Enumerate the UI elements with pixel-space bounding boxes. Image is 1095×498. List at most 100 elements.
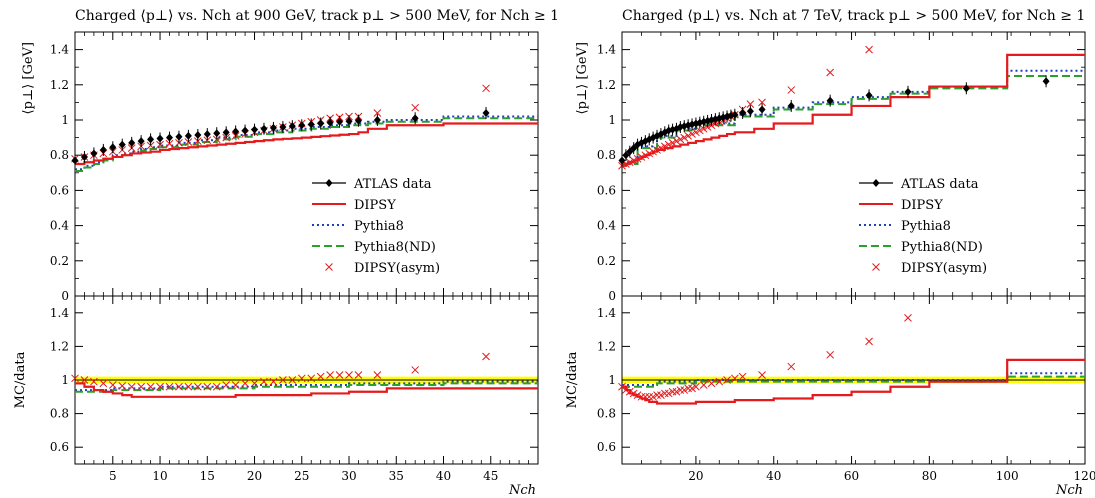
main-atlas-data-point (759, 105, 766, 113)
legend-label: Pythia8 (354, 219, 404, 234)
main-atlas-data-point (157, 134, 164, 142)
main-atlas-data-point (904, 88, 911, 96)
main-atlas-data-point (251, 126, 258, 134)
main-atlas-data-point (1043, 77, 1050, 85)
x-tick-label: 40 (766, 469, 781, 483)
legend-symbol (326, 264, 333, 271)
x-tick-label: 20 (247, 469, 262, 483)
y-tick-label: 0.4 (597, 219, 616, 233)
ratio-axis-label: MC/data (13, 351, 28, 408)
y-tick-label: 1 (61, 113, 69, 127)
x-tick-label: 80 (922, 469, 937, 483)
legend-label: Pythia8(ND) (901, 240, 983, 255)
ratio-y-tick-label: 1.4 (50, 306, 69, 320)
y-tick-label: 1.2 (50, 78, 69, 92)
y-tick-label: 0.4 (50, 219, 69, 233)
x-axis-label: Nch (1055, 483, 1083, 498)
legend-label: DIPSY(asym) (901, 261, 987, 276)
x-tick-label: 100 (996, 469, 1019, 483)
ratio-dipsy-asym-marker (119, 382, 126, 389)
y-axis-label: ⟨p⊥⟩ [GeV] (575, 42, 590, 114)
legend-label: DIPSY(asym) (354, 261, 440, 276)
legend-symbol (873, 179, 880, 187)
main-dipsy-asym-marker (827, 69, 834, 76)
main-pythia8-line (622, 71, 1085, 163)
ratio-dipsy-asym-marker (788, 363, 795, 370)
main-pythia8-nd-line (75, 118, 538, 171)
ratio-y-tick-label: 0.8 (50, 407, 69, 421)
y-tick-label: 1.4 (50, 43, 69, 57)
legend: ATLAS data DIPSY Pythia8 Pythia8(ND) DIPSY(a… (859, 177, 987, 276)
main-atlas-data-point (232, 127, 239, 135)
y-tick-label: 0.6 (50, 183, 69, 197)
main-atlas-data-point (213, 129, 220, 137)
y-tick-label: 1.4 (597, 43, 616, 57)
main-atlas-data-point (298, 121, 305, 129)
x-tick-label: 120 (1074, 469, 1095, 483)
chart-panel-1: Charged ⟨p⊥⟩ vs. Nch at 900 GeV, track p… (13, 8, 559, 498)
ratio-y-tick-label: 1 (608, 373, 616, 387)
main-atlas-data-point (147, 135, 154, 143)
y-tick-label: 1.2 (597, 78, 616, 92)
main-dipsy-asym-marker (412, 104, 419, 111)
ratio-dipsy-asym-marker (483, 353, 490, 360)
main-atlas-data-point (260, 125, 267, 133)
main-atlas-data-point (166, 134, 173, 142)
ratio-dipsy-asym-marker (827, 351, 834, 358)
main-pythia8-nd-line (622, 76, 1085, 164)
ratio-y-tick-label: 0.6 (50, 440, 69, 454)
legend-symbol (326, 179, 333, 187)
legend-label: Pythia8 (901, 219, 951, 234)
y-tick-label: 0.8 (597, 148, 616, 162)
y-tick-label: 1 (608, 113, 616, 127)
main-dipsy-asym-marker (788, 87, 795, 94)
main-atlas-data-point (90, 149, 97, 157)
main-atlas-data-point (204, 130, 211, 138)
ratio-y-tick-label: 1.2 (50, 339, 69, 353)
legend-label: DIPSY (901, 198, 943, 213)
x-tick-label: 15 (200, 469, 215, 483)
main-dipsy-asym-marker (866, 46, 873, 53)
y-axis-label: ⟨p⊥⟩ [GeV] (21, 42, 36, 114)
x-tick-label: 25 (294, 469, 309, 483)
x-tick-label: 20 (688, 469, 703, 483)
main-atlas-data-point (175, 133, 182, 141)
y-tick-label: 0.8 (50, 148, 69, 162)
ratio-dipsy-asym-marker (175, 383, 182, 390)
main-atlas-data-point (109, 143, 116, 151)
y-tick-label: 0 (608, 289, 616, 303)
ratio-y-tick-label: 1.4 (597, 306, 616, 320)
main-atlas-data-point (242, 127, 249, 135)
ratio-dipsy-asym-marker (128, 383, 135, 390)
y-tick-label: 0.2 (597, 254, 616, 268)
ratio-dipsy-asym-marker (866, 338, 873, 345)
legend-label: ATLAS data (900, 177, 979, 192)
ratio-axis-label: MC/data (565, 351, 580, 408)
main-dipsy-asym-marker (483, 85, 490, 92)
main-atlas-data-point (185, 132, 192, 140)
legend-label: ATLAS data (353, 177, 432, 192)
x-tick-label: 10 (152, 469, 167, 483)
x-tick-label: 45 (483, 469, 498, 483)
main-atlas-data-point (747, 107, 754, 115)
ratio-y-tick-label: 1 (61, 373, 69, 387)
x-tick-label: 5 (109, 469, 117, 483)
x-tick-label: 60 (844, 469, 859, 483)
ratio-dipsy-asym-marker (412, 366, 419, 373)
legend-label: DIPSY (354, 198, 396, 213)
chart-title: Charged ⟨p⊥⟩ vs. Nch at 7 TeV, track p⊥ … (622, 8, 1085, 24)
x-axis-label: Nch (508, 483, 536, 498)
chart-title: Charged ⟨p⊥⟩ vs. Nch at 900 GeV, track p… (75, 8, 559, 24)
y-tick-label: 0.2 (50, 254, 69, 268)
main-plot-frame (75, 32, 538, 296)
legend-label: Pythia8(ND) (354, 240, 436, 255)
ratio-dipsy-asym-marker (185, 383, 192, 390)
y-tick-label: 0.6 (597, 183, 616, 197)
x-tick-label: 30 (341, 469, 356, 483)
legend: ATLAS data DIPSY Pythia8 Pythia8(ND) DIPSY(a… (312, 177, 440, 276)
legend-symbol (873, 264, 880, 271)
y-tick-label: 0 (61, 289, 69, 303)
ratio-y-tick-label: 0.6 (597, 440, 616, 454)
ratio-y-tick-label: 1.2 (597, 339, 616, 353)
